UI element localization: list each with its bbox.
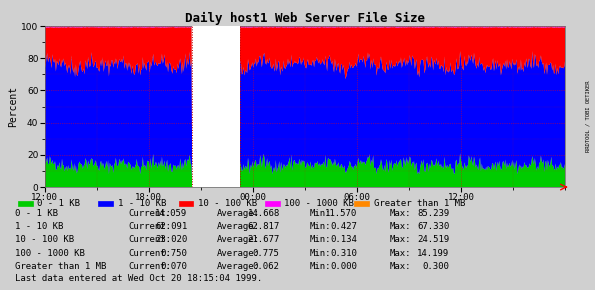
Text: Current:: Current: bbox=[128, 262, 171, 271]
Text: Max:: Max: bbox=[390, 235, 411, 244]
Text: 0 - 1 KB: 0 - 1 KB bbox=[15, 209, 58, 218]
Text: Greater than 1 MB: Greater than 1 MB bbox=[15, 262, 107, 271]
Text: 62.091: 62.091 bbox=[155, 222, 187, 231]
Text: 85.239: 85.239 bbox=[417, 209, 449, 218]
Text: Min:: Min: bbox=[309, 222, 331, 231]
Text: 24.519: 24.519 bbox=[417, 235, 449, 244]
Text: 67.330: 67.330 bbox=[417, 222, 449, 231]
Text: 0.062: 0.062 bbox=[253, 262, 280, 271]
Text: Min:: Min: bbox=[309, 249, 331, 258]
Text: 1 - 10 KB: 1 - 10 KB bbox=[118, 199, 166, 208]
Text: Current:: Current: bbox=[128, 249, 171, 258]
Text: 11.570: 11.570 bbox=[325, 209, 357, 218]
Text: 100 - 1000 KB: 100 - 1000 KB bbox=[15, 249, 84, 258]
Text: Min:: Min: bbox=[309, 262, 331, 271]
Text: 62.817: 62.817 bbox=[248, 222, 280, 231]
Text: Greater than 1 MB: Greater than 1 MB bbox=[374, 199, 465, 208]
Text: 0.775: 0.775 bbox=[253, 249, 280, 258]
Text: 0.070: 0.070 bbox=[161, 262, 187, 271]
Text: Average:: Average: bbox=[217, 209, 260, 218]
Text: Current:: Current: bbox=[128, 222, 171, 231]
Text: Average:: Average: bbox=[217, 235, 260, 244]
Text: Average:: Average: bbox=[217, 222, 260, 231]
Text: 0.000: 0.000 bbox=[330, 262, 357, 271]
Text: 21.677: 21.677 bbox=[248, 235, 280, 244]
Text: 10 - 100 KB: 10 - 100 KB bbox=[198, 199, 257, 208]
Bar bbox=[192, 26, 240, 187]
Text: Max:: Max: bbox=[390, 249, 411, 258]
Text: Last data entered at Wed Oct 20 18:15:04 1999.: Last data entered at Wed Oct 20 18:15:04… bbox=[15, 274, 262, 283]
Text: Current:: Current: bbox=[128, 209, 171, 218]
Text: 1 - 10 KB: 1 - 10 KB bbox=[15, 222, 63, 231]
Text: Average:: Average: bbox=[217, 249, 260, 258]
Text: Current:: Current: bbox=[128, 235, 171, 244]
Text: Max:: Max: bbox=[390, 262, 411, 271]
Text: 14.059: 14.059 bbox=[155, 209, 187, 218]
Text: 0.310: 0.310 bbox=[330, 249, 357, 258]
Text: 0 - 1 KB: 0 - 1 KB bbox=[37, 199, 80, 208]
Text: 0.134: 0.134 bbox=[330, 235, 357, 244]
Text: 0.427: 0.427 bbox=[330, 222, 357, 231]
Text: 14.668: 14.668 bbox=[248, 209, 280, 218]
Text: 10 - 100 KB: 10 - 100 KB bbox=[15, 235, 74, 244]
Title: Daily host1 Web Server File Size: Daily host1 Web Server File Size bbox=[185, 12, 425, 25]
Text: 23.020: 23.020 bbox=[155, 235, 187, 244]
Text: 0.750: 0.750 bbox=[161, 249, 187, 258]
Text: Min:: Min: bbox=[309, 209, 331, 218]
Text: 0.300: 0.300 bbox=[422, 262, 449, 271]
Text: RRDTOOL / TOBI OETIKER: RRDTOOL / TOBI OETIKER bbox=[585, 80, 590, 152]
Text: 100 - 1000 KB: 100 - 1000 KB bbox=[284, 199, 354, 208]
Text: Average:: Average: bbox=[217, 262, 260, 271]
Text: Max:: Max: bbox=[390, 222, 411, 231]
Text: Min:: Min: bbox=[309, 235, 331, 244]
Text: 14.199: 14.199 bbox=[417, 249, 449, 258]
Text: Max:: Max: bbox=[390, 209, 411, 218]
Y-axis label: Percent: Percent bbox=[8, 86, 18, 127]
